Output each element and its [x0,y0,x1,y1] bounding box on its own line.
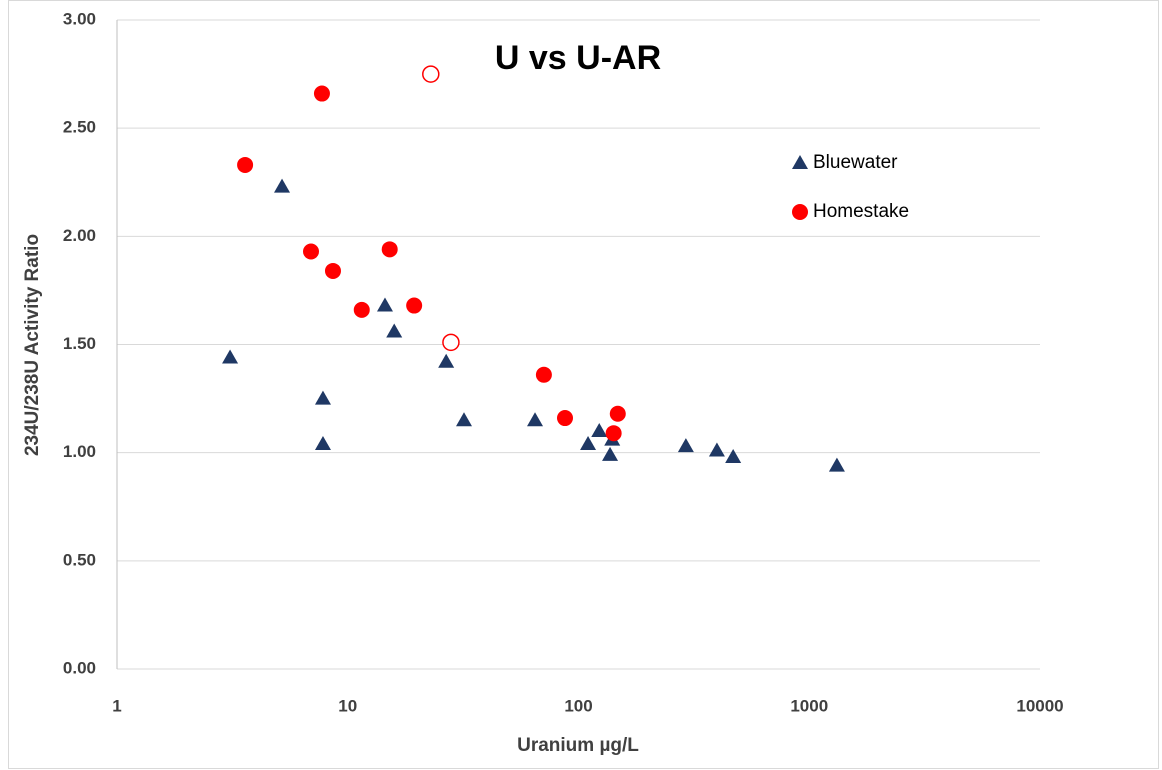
point [580,436,597,451]
point [353,301,370,318]
point [602,446,619,461]
legend-label: Bluewater [813,152,898,173]
point [455,412,472,427]
point [386,323,403,338]
chart-border [8,0,1159,769]
point [314,390,331,405]
legend-label: Homestake [813,201,909,222]
legend-marker [792,204,808,220]
point [406,297,423,314]
point [302,243,319,260]
point [274,178,291,193]
x-tick-label: 10 [338,696,357,715]
point [222,349,239,364]
x-tick-label: 10000 [1016,696,1063,715]
point [438,353,455,368]
point [381,241,398,258]
point [324,262,341,279]
point [725,448,742,463]
chart-title: U vs U-AR [495,39,661,77]
y-tick-label: 0.50 [63,550,96,569]
y-tick-label: 2.50 [63,118,96,137]
point [376,297,393,312]
point [535,366,552,383]
point [313,85,330,102]
x-tick-label: 1 [112,696,121,715]
point [557,410,574,427]
y-tick-label: 1.00 [63,442,96,461]
x-tick-label: 100 [564,696,592,715]
point [591,423,608,438]
y-tick-label: 0.00 [63,658,96,677]
point [828,457,845,472]
point [442,333,460,352]
point [609,405,626,422]
point [605,425,622,442]
point [527,412,544,427]
point [677,438,694,453]
point [314,436,331,451]
point [237,156,254,173]
legend-marker [792,155,808,169]
y-tick-label: 3.00 [63,9,96,28]
point [708,442,725,457]
x-tick-label: 1000 [790,696,828,715]
y-tick-label: 1.50 [63,334,96,353]
point [422,65,440,83]
y-axis-label: 234U/238U Activity Ratio [22,234,43,456]
y-tick-label: 2.00 [63,226,96,245]
x-axis-label: Uranium µg/L [517,735,639,756]
